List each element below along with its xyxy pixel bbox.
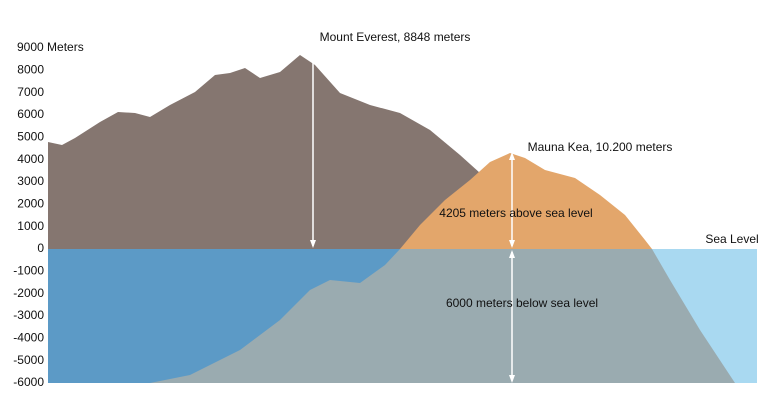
arrow-head xyxy=(310,240,316,248)
everest-label: Mount Everest, 8848 meters xyxy=(320,30,471,44)
below-label: 6000 meters below sea level xyxy=(446,296,598,310)
arrow-head xyxy=(509,250,515,258)
axis-label: 2000 xyxy=(17,197,44,211)
above-label: 4205 meters above sea level xyxy=(439,206,592,220)
axis-label: -1000 xyxy=(13,264,44,278)
axis-label: -4000 xyxy=(13,331,44,345)
axis-label: -5000 xyxy=(13,353,44,367)
axis-label: 4000 xyxy=(17,152,44,166)
axis-label: -2000 xyxy=(13,286,44,300)
arrow-head xyxy=(509,240,515,248)
axis-label: 8000 xyxy=(17,63,44,77)
mauna-kea-label: Mauna Kea, 10.200 meters xyxy=(528,140,673,154)
axis-label: 1000 xyxy=(17,219,44,233)
everest-profile xyxy=(48,55,530,249)
axis-label: 9000 Meters xyxy=(17,40,84,54)
mauna-kea-above xyxy=(400,153,652,249)
axis-label: -6000 xyxy=(13,375,44,389)
axis-label: 0 xyxy=(37,241,44,255)
axis-label: 7000 xyxy=(17,85,44,99)
axis-label: 5000 xyxy=(17,130,44,144)
arrow-head xyxy=(509,152,515,160)
sea-level-label: Sea Level xyxy=(705,232,758,246)
axis-label: 3000 xyxy=(17,174,44,188)
arrow-head xyxy=(509,375,515,383)
axis-label: 6000 xyxy=(17,107,44,121)
arrow-head xyxy=(310,52,316,60)
mauna-kea-below xyxy=(150,249,735,383)
axis-label: -3000 xyxy=(13,308,44,322)
